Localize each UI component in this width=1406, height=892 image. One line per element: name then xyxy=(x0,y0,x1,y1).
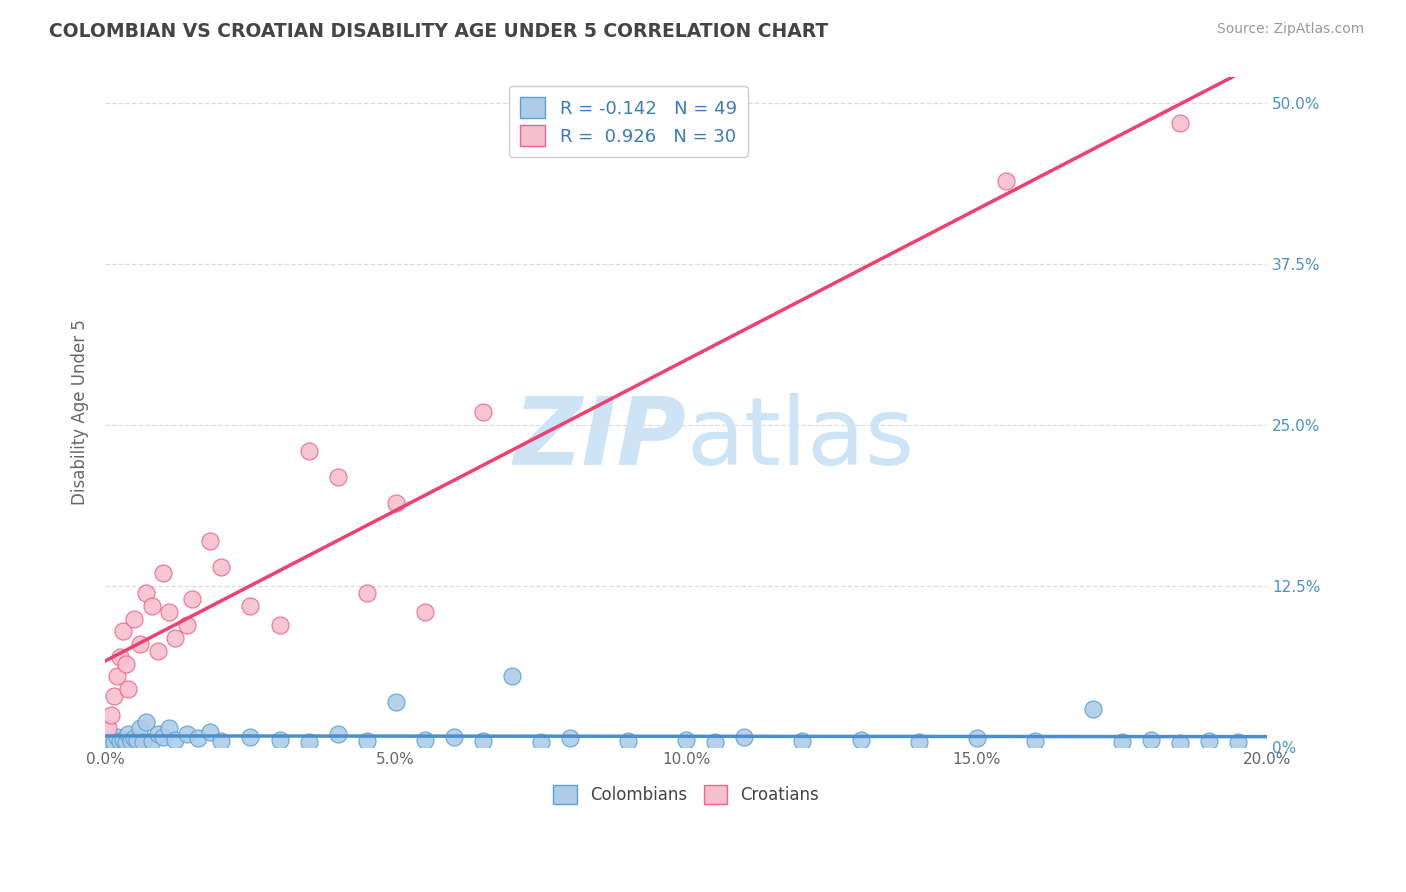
Text: atlas: atlas xyxy=(686,393,914,485)
Point xyxy=(907,735,929,749)
Point xyxy=(157,605,180,619)
Point xyxy=(187,731,209,746)
Point xyxy=(792,734,814,748)
Point xyxy=(413,605,436,619)
Point xyxy=(1168,736,1191,750)
Point xyxy=(141,599,163,613)
Point xyxy=(176,618,198,632)
Point xyxy=(1024,734,1046,748)
Point xyxy=(326,727,349,741)
Point xyxy=(558,731,581,746)
Point xyxy=(127,732,149,747)
Point xyxy=(384,695,406,709)
Point xyxy=(105,730,128,744)
Text: Source: ZipAtlas.com: Source: ZipAtlas.com xyxy=(1216,22,1364,37)
Point xyxy=(117,682,139,697)
Point xyxy=(326,470,349,484)
Point xyxy=(704,735,727,749)
Point xyxy=(152,566,174,581)
Point xyxy=(1140,732,1163,747)
Point xyxy=(356,586,378,600)
Point xyxy=(135,714,157,729)
Point xyxy=(675,732,697,747)
Point xyxy=(100,734,122,748)
Point xyxy=(132,735,155,749)
Point xyxy=(297,444,319,458)
Point xyxy=(471,405,494,419)
Point xyxy=(120,734,142,748)
Point xyxy=(356,734,378,748)
Point xyxy=(176,727,198,741)
Point xyxy=(1081,701,1104,715)
Point xyxy=(617,734,640,748)
Point xyxy=(114,735,136,749)
Point xyxy=(111,624,134,639)
Point xyxy=(209,560,232,574)
Point xyxy=(157,721,180,735)
Point xyxy=(146,727,169,741)
Point xyxy=(198,724,221,739)
Point xyxy=(108,734,131,748)
Point xyxy=(114,657,136,671)
Point xyxy=(239,730,262,744)
Point xyxy=(413,732,436,747)
Point xyxy=(501,669,523,683)
Point xyxy=(111,732,134,747)
Point xyxy=(1198,734,1220,748)
Point xyxy=(966,731,988,746)
Point xyxy=(105,669,128,683)
Point xyxy=(384,495,406,509)
Point xyxy=(129,637,152,651)
Point xyxy=(108,650,131,665)
Text: COLOMBIAN VS CROATIAN DISABILITY AGE UNDER 5 CORRELATION CHART: COLOMBIAN VS CROATIAN DISABILITY AGE UND… xyxy=(49,22,828,41)
Point xyxy=(181,592,204,607)
Point xyxy=(733,730,755,744)
Text: ZIP: ZIP xyxy=(513,393,686,485)
Point xyxy=(443,730,465,744)
Point xyxy=(471,734,494,748)
Point xyxy=(97,721,120,735)
Point xyxy=(1111,735,1133,749)
Point xyxy=(163,732,186,747)
Point xyxy=(239,599,262,613)
Point xyxy=(129,721,152,735)
Point xyxy=(198,534,221,549)
Point xyxy=(530,735,553,749)
Point xyxy=(163,631,186,645)
Point xyxy=(1168,115,1191,129)
Point xyxy=(135,586,157,600)
Point xyxy=(141,734,163,748)
Point xyxy=(100,708,122,723)
Point xyxy=(297,735,319,749)
Y-axis label: Disability Age Under 5: Disability Age Under 5 xyxy=(72,319,89,506)
Point xyxy=(209,734,232,748)
Point xyxy=(994,173,1017,187)
Point xyxy=(122,611,145,625)
Point xyxy=(269,732,291,747)
Point xyxy=(849,732,872,747)
Point xyxy=(122,731,145,746)
Legend: Colombians, Croatians: Colombians, Croatians xyxy=(546,777,828,813)
Point xyxy=(152,730,174,744)
Point xyxy=(269,618,291,632)
Point xyxy=(103,689,125,703)
Point xyxy=(103,735,125,749)
Point xyxy=(1227,735,1250,749)
Point xyxy=(146,644,169,658)
Point xyxy=(117,727,139,741)
Point xyxy=(97,736,120,750)
